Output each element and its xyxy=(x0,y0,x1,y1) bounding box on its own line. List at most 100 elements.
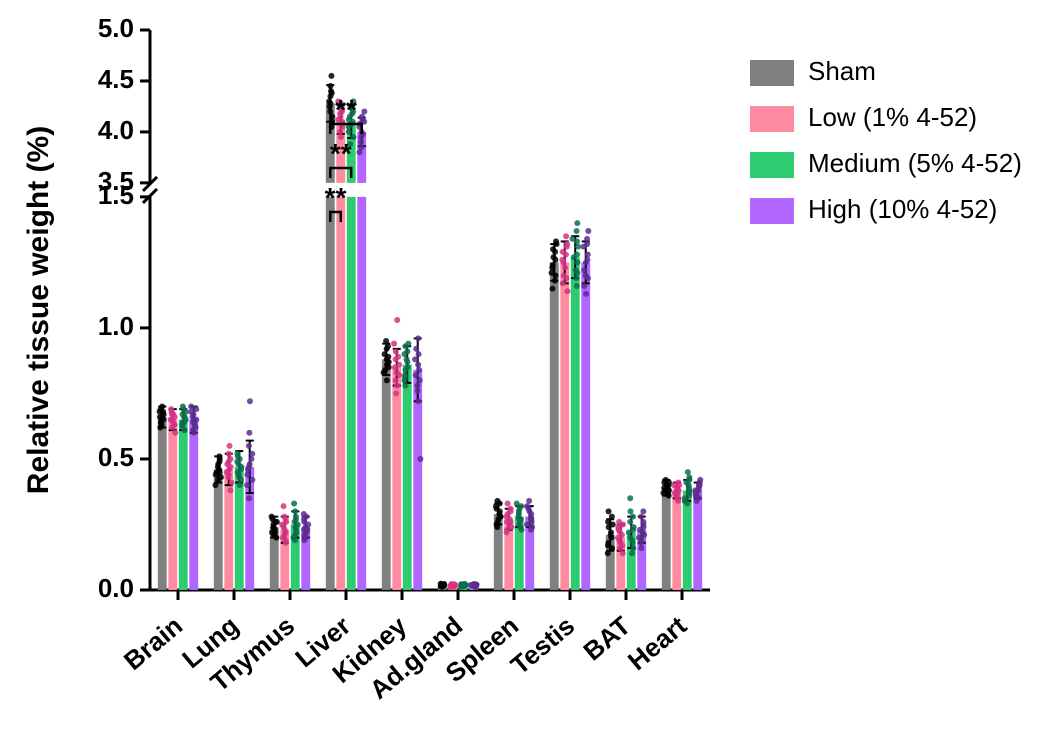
data-point xyxy=(609,514,615,520)
data-point xyxy=(228,480,234,486)
data-point xyxy=(394,383,400,389)
data-point xyxy=(293,527,299,533)
data-point xyxy=(518,516,524,522)
data-point xyxy=(282,527,288,533)
chart-svg: 0.00.51.01.53.54.04.55.0Relative tissue … xyxy=(0,0,1050,745)
data-point xyxy=(415,335,421,341)
data-point xyxy=(563,252,569,258)
y-tick-label: 4.5 xyxy=(98,64,134,94)
data-point xyxy=(291,535,297,541)
data-point xyxy=(685,469,691,475)
data-point xyxy=(585,228,591,234)
data-point xyxy=(666,487,672,493)
data-point xyxy=(497,501,503,507)
data-point xyxy=(415,398,421,404)
data-point xyxy=(394,317,400,323)
data-point xyxy=(574,238,580,244)
data-point xyxy=(293,516,299,522)
data-point xyxy=(672,490,678,496)
bar xyxy=(403,365,412,590)
data-point xyxy=(269,529,275,535)
bar xyxy=(347,197,356,590)
data-point xyxy=(226,451,232,457)
data-point xyxy=(386,359,392,365)
data-point xyxy=(271,524,277,530)
data-point xyxy=(549,265,555,271)
data-point xyxy=(606,508,612,514)
data-point xyxy=(505,501,511,507)
data-point xyxy=(641,532,647,538)
bar xyxy=(158,417,167,590)
data-point xyxy=(358,139,364,145)
data-point xyxy=(584,241,590,247)
data-point xyxy=(405,341,411,347)
data-point xyxy=(216,459,222,465)
data-point xyxy=(526,498,532,504)
data-point xyxy=(574,228,580,234)
data-point xyxy=(563,233,569,239)
data-point xyxy=(552,257,558,263)
data-point xyxy=(329,90,335,96)
data-point xyxy=(382,367,388,373)
data-point xyxy=(227,487,233,493)
data-point xyxy=(581,267,587,273)
data-point xyxy=(249,477,255,483)
bar xyxy=(550,262,559,590)
data-point xyxy=(393,377,399,383)
bar xyxy=(179,420,188,590)
data-point xyxy=(417,456,423,462)
data-point xyxy=(279,521,285,527)
data-point xyxy=(303,514,309,520)
bar xyxy=(560,262,569,590)
data-point xyxy=(560,259,566,265)
data-point xyxy=(181,406,187,412)
data-point xyxy=(610,521,616,527)
y-tick-label: 5.0 xyxy=(98,13,134,43)
data-point xyxy=(574,220,580,226)
bar xyxy=(168,420,177,590)
data-point xyxy=(225,474,231,480)
data-point xyxy=(638,537,644,543)
data-point xyxy=(238,464,244,470)
data-point xyxy=(281,532,287,538)
data-point xyxy=(216,453,222,459)
data-point xyxy=(676,482,682,488)
data-point xyxy=(394,369,400,375)
data-point xyxy=(404,356,410,362)
data-point xyxy=(382,351,388,357)
significance-label: ** xyxy=(335,94,357,125)
data-point xyxy=(246,443,252,449)
data-point xyxy=(573,275,579,281)
data-point xyxy=(516,508,522,514)
bar xyxy=(382,359,391,590)
data-point xyxy=(605,550,611,556)
data-point xyxy=(472,581,478,587)
data-point xyxy=(273,519,279,525)
data-point xyxy=(327,100,333,106)
data-point xyxy=(583,273,589,279)
data-point xyxy=(441,581,447,587)
data-point xyxy=(404,349,410,355)
bar xyxy=(392,367,401,590)
data-point xyxy=(414,383,420,389)
data-point xyxy=(385,343,391,349)
data-point xyxy=(172,422,178,428)
data-point xyxy=(415,362,421,368)
data-point xyxy=(281,503,287,509)
data-point xyxy=(682,498,688,504)
data-point xyxy=(640,521,646,527)
data-point xyxy=(494,506,500,512)
data-point xyxy=(238,477,244,483)
bar xyxy=(357,197,366,590)
y-tick-label: 4.0 xyxy=(98,115,134,145)
data-point xyxy=(505,511,511,517)
data-point xyxy=(193,406,199,412)
data-point xyxy=(359,117,365,123)
bar xyxy=(189,420,198,590)
data-point xyxy=(395,354,401,360)
data-point xyxy=(159,414,165,420)
data-point xyxy=(416,367,422,373)
bar xyxy=(336,197,345,590)
data-point xyxy=(182,414,188,420)
data-point xyxy=(552,278,558,284)
